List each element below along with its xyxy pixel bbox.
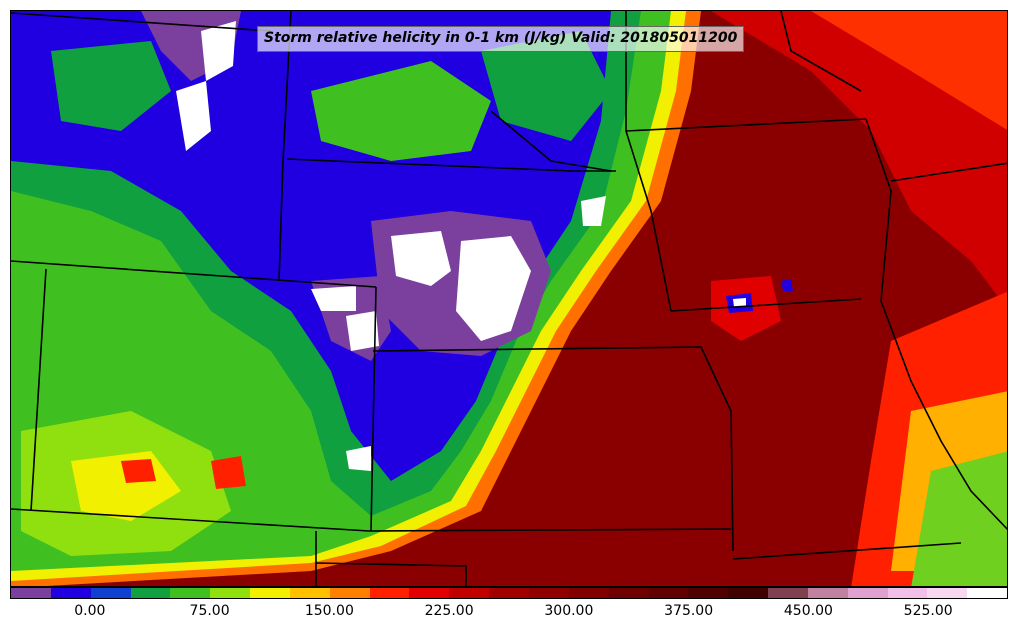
colorbar-segment [369,588,410,598]
field-white-g [581,196,606,226]
border-co-south [11,508,370,532]
colorbar-tick-label: 525.00 [903,603,953,619]
map-title: Storm relative helicity in 0-1 km (J/kg)… [257,26,745,52]
colorbar-segment [329,588,370,598]
colorbar-segment [170,588,211,598]
colorbar-segment [289,588,330,598]
state-borders [11,11,1007,586]
field-se-green [911,451,1007,586]
border-mn-wi [780,11,862,92]
colorbar-segment [50,588,91,598]
colorbar-segment [449,588,490,598]
border-mn-south [625,118,867,132]
border-mt-wy [278,11,292,282]
colorbar-segment [847,588,888,598]
border-ia-west [625,11,672,312]
border-ok-pan [315,562,467,586]
colorbar-segment [568,588,609,598]
colorbar-tick-label: 375.00 [664,603,714,619]
colorbar-tick-labels: 0.00 75.00 150.00 225.00 300.00 375.00 450.00 5… [10,603,1008,625]
field-ne-orange [811,11,1007,130]
border-nw [11,12,272,32]
field-east-red [711,11,1007,309]
field-sw-yellow [71,451,181,521]
colorbar-tick-label: 450.00 [783,603,833,619]
field-white-c [311,286,356,311]
field-nw-green [51,41,171,131]
field-white-b [456,236,531,341]
colorbar-segment [608,588,649,598]
colorbar-segment [967,588,1008,598]
helicity-field-map [11,11,1007,586]
field-storm-white [733,298,746,307]
field-sw-red-2 [211,456,246,489]
border-co-west [30,268,47,512]
border-mississippi [865,118,1007,531]
colorbar-segment [807,588,848,598]
colorbar-segment [210,588,251,598]
colorbar-segment [489,588,529,598]
field-north-green [311,61,491,161]
border-wi-il [890,162,1007,182]
field-ne-green [481,31,611,141]
colorbar-segment [11,588,51,598]
colorbar-tick-label: 225.00 [424,603,474,619]
field-white-f [201,21,236,81]
border-ks-north [372,346,702,352]
field-white-h [346,446,371,471]
border-ia-south [670,298,862,312]
colorbar-segment [887,588,928,598]
colorbar-segment [768,588,808,598]
colorbar-segment [250,588,290,598]
border-ks-south [368,528,732,532]
colorbar-tick-label: 150.00 [304,603,354,619]
field-white-a [391,231,451,286]
colorbar-segment [90,588,131,598]
colorbar-segment [688,588,729,598]
field-white-e [176,81,211,151]
colorbar-segment [130,588,171,598]
border-mo-west [700,346,734,552]
border-sd-ne-north [286,158,616,172]
map-panel: Storm relative helicity in 0-1 km (J/kg)… [10,10,1008,587]
field-storm-blue-2 [781,279,793,291]
colorbar-tick-label: 75.00 [189,603,230,619]
colorbar-segment [409,588,450,598]
field-sw-red [121,459,156,483]
border-nd-sd-river [490,110,612,172]
colorbar-segment [728,588,769,598]
colorbar-tick-label: 0.00 [74,603,106,619]
colorbar-segment [528,588,569,598]
colorbar-segment [927,588,968,598]
border-co-north [11,260,377,288]
border-ar-north [732,542,962,560]
field-white-d [346,311,379,351]
colorbar-segment [648,588,689,598]
colorbar [10,587,1008,599]
colorbar-tick-label: 300.00 [544,603,594,619]
border-co-east [370,286,377,532]
